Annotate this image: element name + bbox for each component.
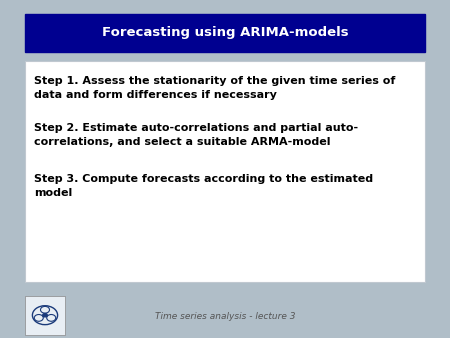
Text: Step 1. Assess the stationarity of the given time series of
data and form differ: Step 1. Assess the stationarity of the g… [34,76,395,100]
Circle shape [43,314,47,317]
FancyBboxPatch shape [25,296,65,335]
FancyBboxPatch shape [25,14,425,52]
Text: Step 3. Compute forecasts according to the estimated
model: Step 3. Compute forecasts according to t… [34,174,373,198]
Text: Step 2. Estimate auto-correlations and partial auto-
correlations, and select a : Step 2. Estimate auto-correlations and p… [34,123,358,147]
Text: Time series analysis - lecture 3: Time series analysis - lecture 3 [155,312,295,320]
FancyBboxPatch shape [25,61,425,282]
Text: Forecasting using ARIMA-models: Forecasting using ARIMA-models [102,26,348,40]
